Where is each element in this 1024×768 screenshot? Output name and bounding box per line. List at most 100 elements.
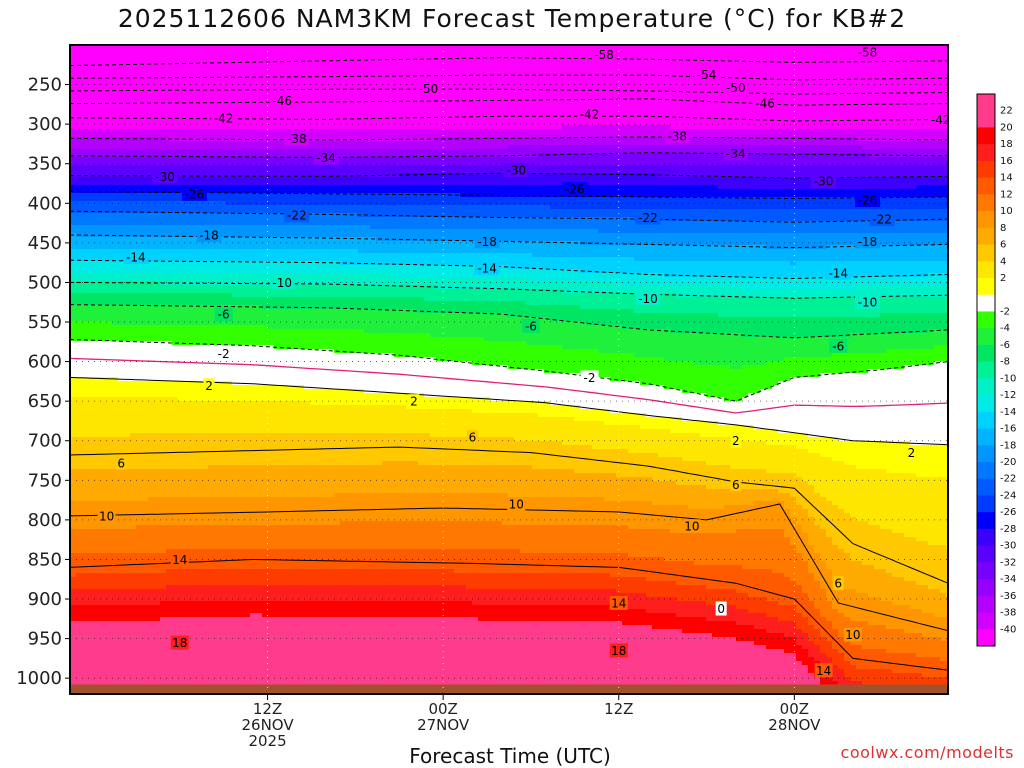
y-tick-label: 350 xyxy=(28,154,62,175)
colorbar-swatch xyxy=(977,478,995,496)
colorbar-swatch xyxy=(977,411,995,430)
contour-label-bg xyxy=(580,370,599,385)
colorbar-swatch xyxy=(977,344,995,363)
contour-label: -10 xyxy=(638,292,658,306)
colorbar-swatch xyxy=(977,545,995,563)
contour-label: -22 xyxy=(872,213,892,227)
y-axis: 250 300 350 400 450 500 550 600 650 700 750 800 850 9… xyxy=(16,75,70,689)
contour-label: 0 xyxy=(717,602,725,616)
contour-label-bg xyxy=(521,318,540,333)
contour-label-bg xyxy=(269,275,295,290)
contour-label-bg xyxy=(869,212,895,227)
y-tick-label: 500 xyxy=(28,272,62,293)
colorbar-swatch xyxy=(977,194,995,212)
colorbar-swatch xyxy=(977,562,995,580)
colorbar-label: 18 xyxy=(1000,139,1013,150)
colorbar-swatch xyxy=(977,595,995,614)
colorbar-swatch xyxy=(977,211,995,229)
colorbar-label: -8 xyxy=(1000,357,1010,368)
contour-label-bg xyxy=(752,95,778,110)
contour-label: 14 xyxy=(172,553,187,567)
contour-label: 2 xyxy=(205,379,213,393)
contour-label-bg xyxy=(723,146,749,161)
colorbar-swatch xyxy=(977,244,995,262)
contour-label-bg xyxy=(814,663,833,678)
y-tick-label: 700 xyxy=(28,431,62,452)
plot-area: 14 18 18 14 14 10 10 10 10 6 6 6 6 2 2 2 2 -2 -2 -6 -6 -6 -10 -… xyxy=(70,45,951,694)
contour-label-bg xyxy=(843,627,862,642)
colorbar-label: -10 xyxy=(1000,373,1016,384)
contour-label: 10 xyxy=(684,520,699,534)
contour-label-bg xyxy=(609,595,628,610)
colorbar-swatch xyxy=(977,127,995,145)
colorbar-label: -38 xyxy=(1000,608,1016,619)
contour-label: -54 xyxy=(697,68,717,82)
contour-label: 18 xyxy=(611,644,626,658)
contour-label: 10 xyxy=(845,628,860,642)
colorbar-label: -2 xyxy=(1000,306,1010,317)
colorbar-swatch xyxy=(977,261,995,279)
colorbar-label: 16 xyxy=(1000,156,1013,167)
colorbar-label: -6 xyxy=(1000,340,1010,351)
y-tick-label: 800 xyxy=(28,510,62,531)
isotherm-6 xyxy=(70,446,948,584)
contour-label: -18 xyxy=(477,235,497,249)
colorbar-label: 6 xyxy=(1000,240,1006,251)
contour-label: -34 xyxy=(316,151,336,165)
colorbar-swatch xyxy=(977,328,995,346)
colorbar-label: 10 xyxy=(1000,206,1013,217)
contour-label: -42 xyxy=(931,113,951,127)
isotherm--10 xyxy=(70,281,948,299)
contour-label: -58 xyxy=(858,46,878,60)
colorbar-swatch xyxy=(977,227,995,246)
contour-label-bg xyxy=(609,643,628,658)
contour-label: 2 xyxy=(410,395,418,409)
contour-label: -6 xyxy=(525,319,537,333)
contour-label-bg xyxy=(635,291,661,306)
isotherm--30 xyxy=(70,172,948,179)
contour-label-bg xyxy=(576,106,602,121)
contour-label: 10 xyxy=(99,509,114,523)
isotherm--42 xyxy=(70,115,948,122)
contour-label-bg xyxy=(507,497,526,512)
x-tick-label: 2025 xyxy=(248,732,286,750)
contour-label-bg xyxy=(152,169,178,184)
colorbar-label: -30 xyxy=(1000,541,1016,552)
colorbar-label: -16 xyxy=(1000,424,1016,435)
contour-label-bg xyxy=(730,477,742,492)
contour-label-bg xyxy=(97,508,116,523)
credit-link[interactable]: coolwx.com/modelts xyxy=(841,743,1014,762)
contour-label: -26 xyxy=(185,187,205,201)
colorbar-swatch xyxy=(977,294,995,312)
colorbar-label: -4 xyxy=(1000,323,1010,334)
contour-label-bg xyxy=(855,45,881,60)
contour-label: -42 xyxy=(580,107,600,121)
colorbar-swatch xyxy=(977,395,995,413)
contour-label: -30 xyxy=(814,175,834,189)
contour-label: -30 xyxy=(155,170,175,184)
y-tick-label: 600 xyxy=(28,352,62,373)
isotherm--26 xyxy=(70,190,948,199)
plot-frame xyxy=(69,44,949,695)
colorbar-swatch xyxy=(977,629,995,647)
contour-label-bg xyxy=(203,378,215,393)
contour-label-bg xyxy=(416,81,442,96)
colorbar-label: -26 xyxy=(1000,507,1016,518)
isotherm--58 xyxy=(70,57,948,67)
contour-labels: 14 18 18 14 14 10 10 10 10 6 6 6 6 2 2 2 2 -2 -2 -6 -6 -6 -10 -… xyxy=(97,45,951,678)
colorbar-label: -18 xyxy=(1000,440,1016,451)
contour-label-bg xyxy=(682,519,701,534)
chart-title: 2025112606 NAM3KM Forecast Temperature (… xyxy=(0,4,1024,33)
x-axis-title: Forecast Time (UTC) xyxy=(320,744,700,768)
contour-label-bg xyxy=(466,429,478,444)
colorbar-label: -14 xyxy=(1000,407,1016,418)
colorbar-swatch xyxy=(977,512,995,530)
colorbar-label: -34 xyxy=(1000,574,1016,585)
colorbar-swatch xyxy=(977,160,995,179)
colorbar-swatch xyxy=(977,361,995,379)
ground-band xyxy=(70,684,948,694)
y-tick-label: 250 xyxy=(28,75,62,96)
colorbar-swatch xyxy=(977,110,995,128)
y-tick-label: 300 xyxy=(28,114,62,135)
contour-label-bg xyxy=(855,295,881,310)
